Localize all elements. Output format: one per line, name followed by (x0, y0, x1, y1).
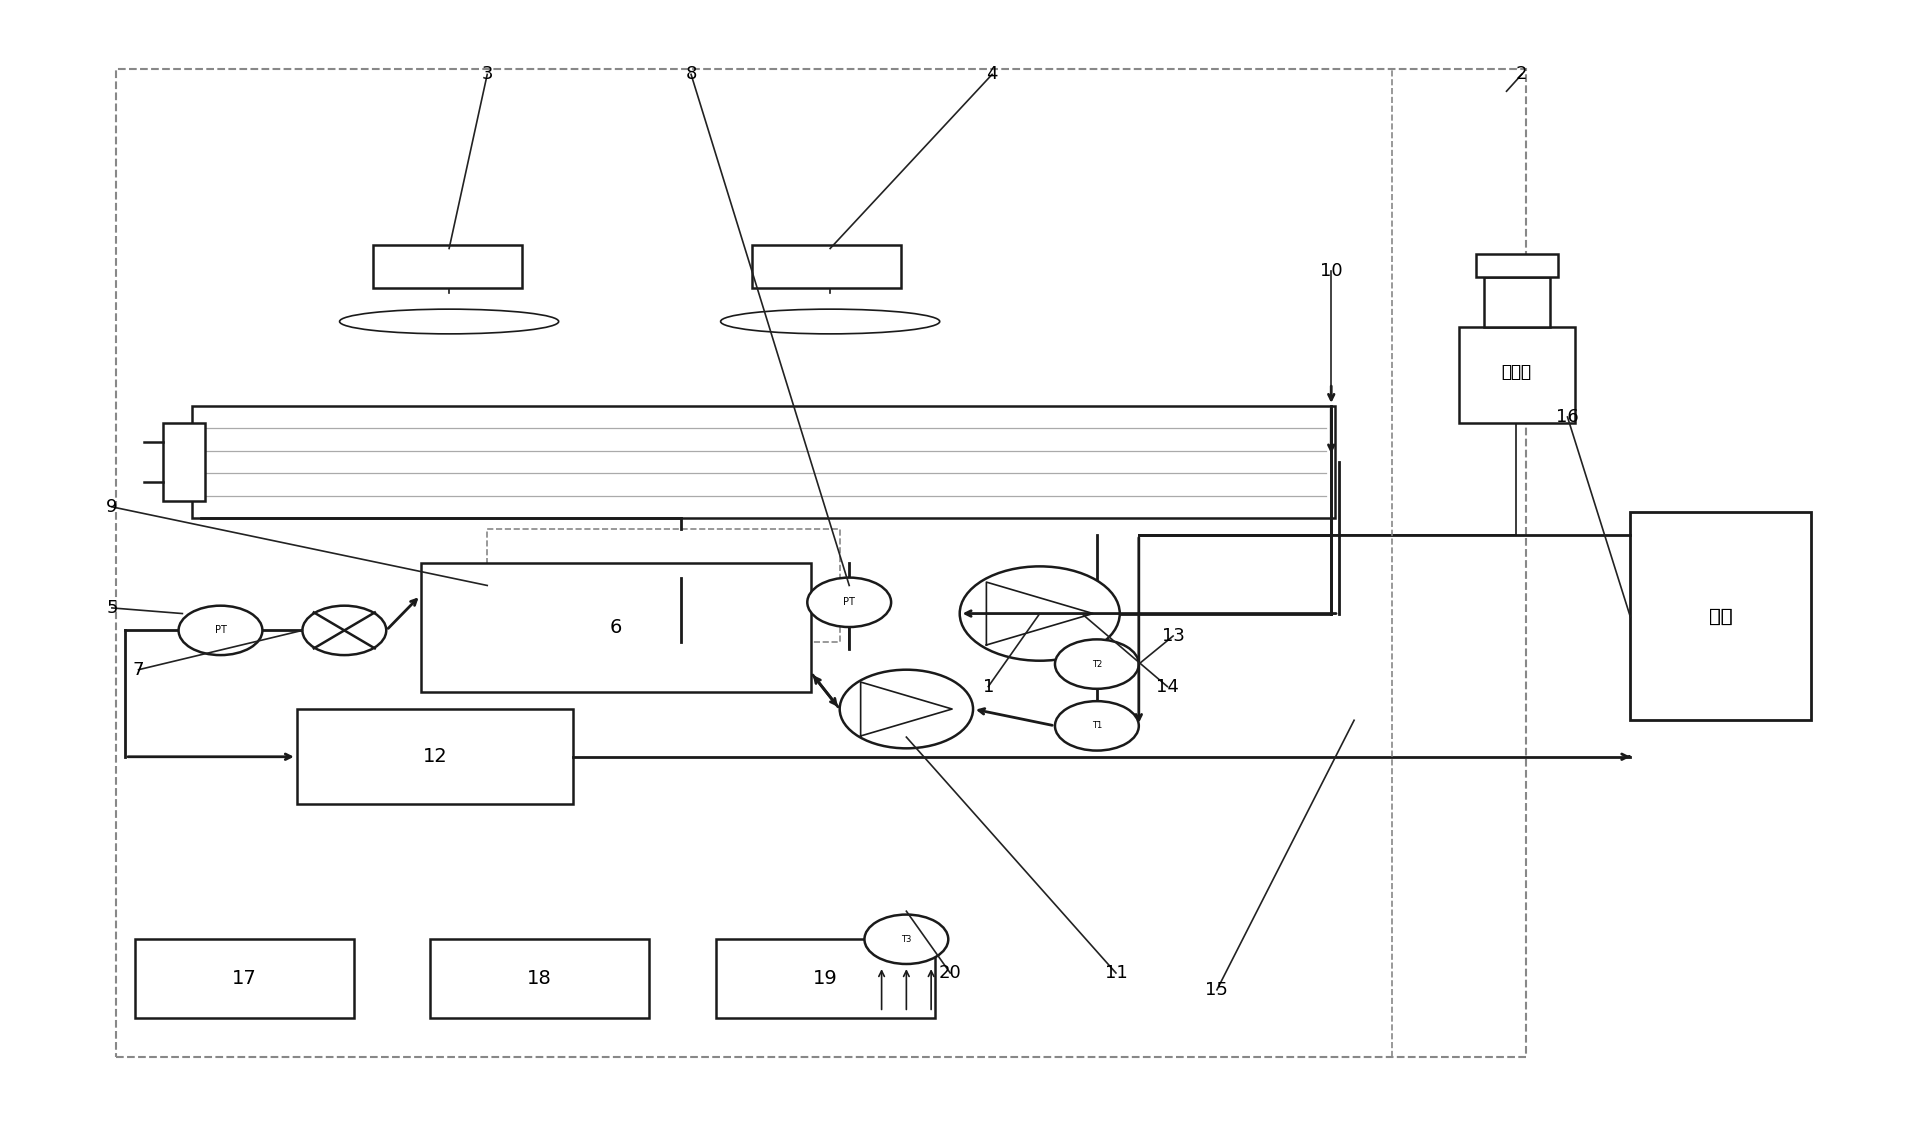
Circle shape (301, 606, 385, 655)
Text: 2: 2 (1516, 65, 1528, 83)
Bar (116, 69, 1526, 1057)
Text: 5: 5 (107, 599, 118, 617)
Circle shape (179, 606, 263, 655)
Text: 电池: 电池 (1709, 607, 1732, 626)
Bar (297, 709, 572, 804)
Bar (135, 939, 353, 1018)
Circle shape (959, 566, 1119, 661)
Bar (1484, 277, 1550, 328)
Text: 20: 20 (938, 964, 961, 982)
Bar (420, 563, 810, 692)
Bar (715, 939, 934, 1018)
Text: 17: 17 (233, 969, 257, 989)
Bar (751, 245, 900, 288)
Circle shape (864, 914, 948, 964)
Text: 19: 19 (812, 969, 837, 989)
Text: T2: T2 (1091, 660, 1102, 669)
Text: 3: 3 (481, 65, 492, 83)
Text: 18: 18 (526, 969, 551, 989)
Circle shape (807, 578, 891, 627)
Text: 补液壶: 补液壶 (1501, 363, 1529, 381)
Text: 10: 10 (1320, 262, 1343, 280)
Ellipse shape (721, 310, 940, 334)
Bar (1476, 254, 1558, 277)
Circle shape (839, 670, 973, 749)
Text: T1: T1 (1091, 722, 1102, 731)
Text: 电池: 电池 (1709, 607, 1732, 626)
Bar (1629, 512, 1810, 721)
Text: 9: 9 (107, 498, 118, 516)
Bar (372, 245, 521, 288)
Bar (486, 529, 839, 642)
Bar (429, 939, 648, 1018)
Bar (193, 405, 1335, 518)
Text: T3: T3 (900, 935, 912, 944)
Text: 14: 14 (1156, 678, 1179, 696)
Text: 补液壶: 补液壶 (1501, 363, 1529, 381)
Bar (164, 422, 206, 501)
Text: 1: 1 (982, 678, 994, 696)
Text: 8: 8 (685, 65, 696, 83)
Text: 12: 12 (421, 748, 446, 767)
Text: 11: 11 (1104, 964, 1127, 982)
Text: 16: 16 (1556, 408, 1577, 426)
Text: 4: 4 (986, 65, 997, 83)
Text: 7: 7 (133, 661, 145, 679)
Bar (1459, 328, 1575, 422)
Text: 15: 15 (1205, 981, 1228, 999)
Text: 13: 13 (1161, 627, 1184, 645)
Text: 6: 6 (610, 618, 622, 637)
Circle shape (1055, 701, 1138, 751)
Text: PT: PT (214, 625, 227, 635)
Circle shape (1055, 640, 1138, 689)
Text: PT: PT (843, 597, 854, 607)
Ellipse shape (339, 310, 559, 334)
